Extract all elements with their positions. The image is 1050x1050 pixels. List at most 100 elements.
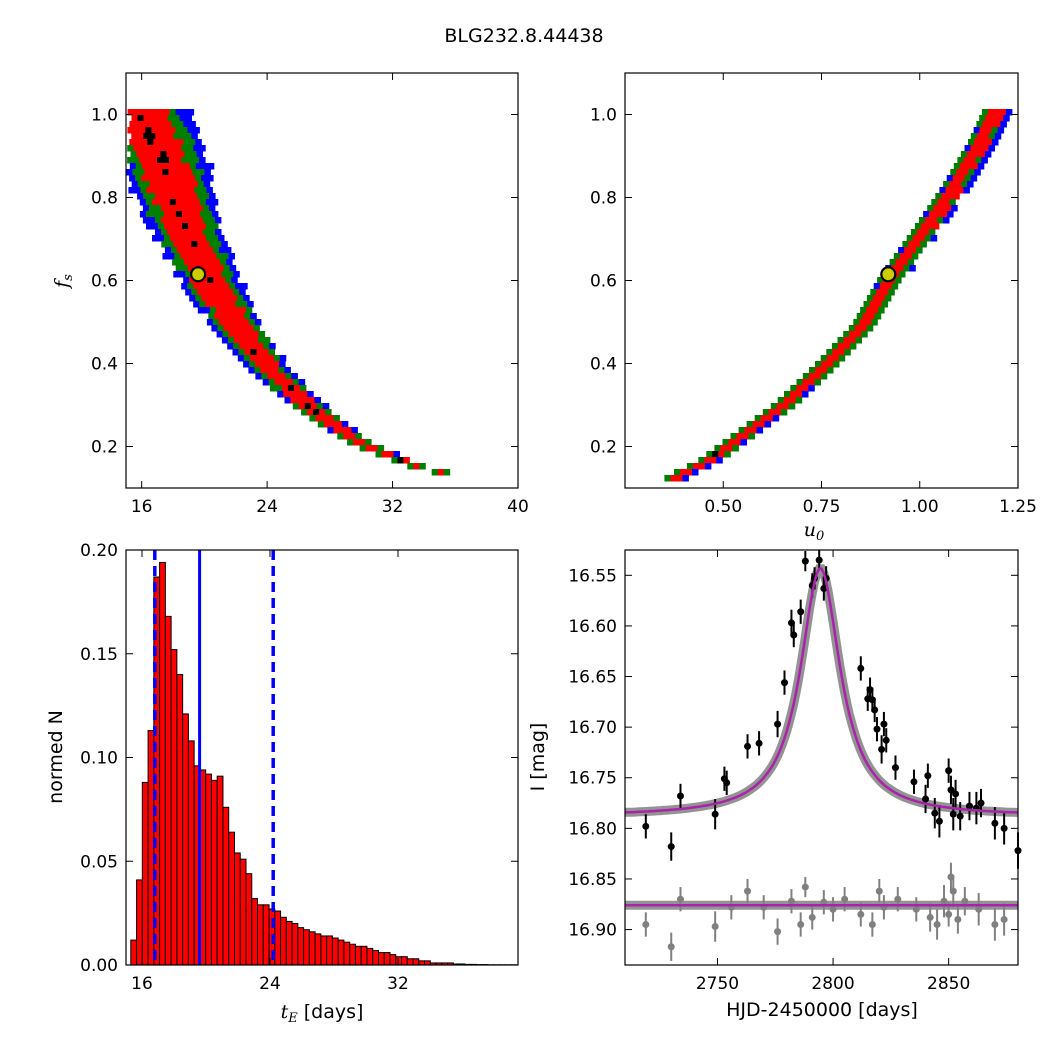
panel-te-fs-cell (329, 421, 337, 428)
panel-u0-fs-cell (937, 217, 944, 224)
panel-te-fs-cell (165, 175, 172, 182)
panel-te-fs-cell (208, 313, 215, 320)
panel-u0-fs-cell (943, 181, 950, 188)
panel-te-fs-cell (188, 223, 195, 230)
panel-te-fs-cell (171, 139, 178, 146)
panel-te-fs-cell (190, 259, 197, 266)
panel-te-fs-cell (308, 397, 315, 404)
panel-u0-fs-cell (901, 259, 909, 266)
panel-u0-fs-cell (899, 271, 906, 278)
panel-te-fs-cell (316, 403, 324, 410)
panel-light-curve-ytick-label: 16.55 (568, 566, 617, 586)
panel-te-fs-cell (172, 217, 180, 224)
panel-te-fs-cell (159, 139, 166, 146)
panel-u0-fs-cell (888, 289, 895, 296)
panel-te-fs-cell (141, 163, 149, 170)
panel-te-fs-cell (194, 235, 201, 242)
panel-te-fs-cell (153, 175, 160, 182)
panel-te-fs-cell (178, 259, 185, 266)
panel-te-fs-cell (135, 175, 142, 182)
panel-te-fs-cell (155, 115, 162, 122)
panel-u0-fs-cell (985, 115, 992, 122)
panel-te-fs-cell (217, 283, 224, 290)
panel-te-fs-cell (242, 319, 250, 326)
panel-u0-fs-cell (878, 295, 886, 302)
photometry-point (676, 792, 684, 800)
panel-u0-fs-cell (897, 265, 904, 272)
panel-te-fs-cell (413, 463, 420, 470)
panel-te-fs-cell (173, 181, 181, 188)
panel-u0-fs-cell (815, 367, 822, 374)
panel-u0-fs-cell (912, 235, 920, 242)
panel-te-fs-cell (169, 127, 176, 134)
panel-te-fs-cell (133, 109, 141, 116)
panel-te-fs-cell (185, 181, 193, 188)
panel-te-fs-cell (233, 271, 240, 278)
panel-u0-fs-cell (843, 337, 850, 344)
photometry-point (965, 802, 973, 810)
histogram-bar (233, 852, 241, 966)
panel-u0-fs-xtick-label: 1.25 (999, 497, 1037, 517)
histogram-bar (412, 958, 420, 966)
panel-u0-fs-cell (877, 277, 884, 284)
panel-te-fs-cell (163, 109, 171, 116)
panel-u0-fs-cell (698, 463, 706, 470)
photometry-point (977, 799, 985, 807)
panel-u0-fs-cell (970, 175, 978, 182)
panel-te-fs-cell (160, 205, 168, 212)
panel-u0-fs-cell (738, 427, 746, 434)
panel-u0-fs-cell (872, 295, 880, 302)
panel-te-fs-cell (248, 367, 255, 374)
panel-light-curve: 2750 2800 2850 16.55 16.60 16.65 16.70 16.75 16.… (527, 549, 1022, 1021)
panel-te-fs-cell (145, 145, 152, 152)
panel-te-fs-cell (151, 157, 158, 164)
panel-te-fs-cell (262, 349, 269, 356)
panel-u0-fs-cell (978, 151, 986, 158)
panel-te-fs-cell (191, 229, 198, 236)
panel-te-fs-cell (177, 121, 184, 128)
panel-u0-fs-xtick-label: 0.75 (803, 497, 841, 517)
panel-u0-fs-cell (849, 337, 856, 344)
panel-te-fs-cell (283, 391, 290, 398)
panel-u0-fs-cell (676, 475, 683, 482)
panel-u0-fs-cell (782, 403, 790, 410)
panel-te-fs-cell (321, 415, 328, 422)
panel-te-fs-cell (239, 343, 246, 350)
panel-u0-fs-cell (862, 313, 870, 320)
panel-histogram-xtick-label: 32 (387, 974, 409, 994)
panel-te-fs-cell (184, 205, 192, 212)
panel-u0-fs-cell (930, 235, 938, 242)
histogram-bar (285, 920, 293, 966)
panel-te-fs-cell (137, 193, 144, 200)
panel-te-fs-cell (155, 181, 163, 188)
panel-te-fs-cell (215, 241, 222, 248)
panel-te-fs-cell (135, 121, 142, 128)
panel-te-fs-cell (163, 127, 170, 134)
panel-te-fs-cell (158, 235, 165, 242)
panel-te-fs-cell (227, 289, 234, 296)
panel-te-fs-cell (173, 229, 180, 236)
histogram-bar (349, 943, 356, 966)
panel-te-fs-cell (260, 367, 267, 374)
panel-u0-fs-cell (899, 253, 907, 260)
panel-te-fs-cell (268, 349, 275, 356)
panel-te-fs-cell (171, 163, 179, 170)
panel-te-fs-cell (199, 145, 206, 152)
panel-u0-fs-cell (891, 265, 898, 272)
panel-te-fs-cell (192, 169, 199, 176)
panel-te-fs-cell (231, 295, 238, 302)
panel-te-fs-cell (274, 379, 282, 386)
panel-u0-fs-cell (914, 223, 922, 230)
panel-u0-fs-cell (831, 343, 839, 350)
panel-te-fs-cell (193, 211, 201, 218)
panel-te-fs-cell (191, 241, 198, 248)
panel-te-fs-cell (168, 253, 175, 260)
panel-te-fs-cell (225, 295, 232, 302)
panel-te-fs-cell (210, 253, 217, 260)
panel-u0-fs-cell (968, 139, 975, 146)
panel-te-fs-cell (387, 451, 394, 458)
panel-te-fs-cell (209, 241, 216, 248)
panel-te-fs-cell (238, 313, 245, 320)
panel-te-fs-cell (230, 319, 238, 326)
